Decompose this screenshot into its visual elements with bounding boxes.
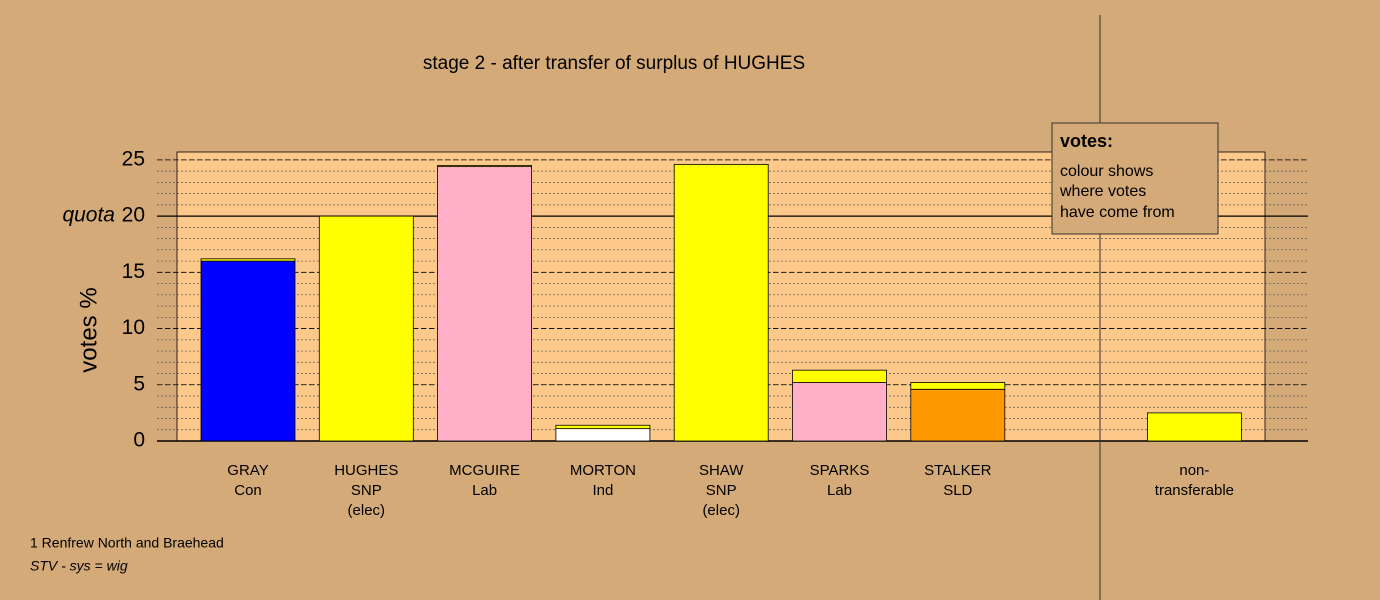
bar-segment bbox=[910, 388, 1006, 442]
note: STV - sys = wig bbox=[30, 558, 128, 574]
y-tick-label: 15 bbox=[122, 260, 145, 283]
info-line: colour shows bbox=[1060, 163, 1153, 180]
y-tick-label: 20 bbox=[122, 204, 145, 227]
x-tick-label: (elec) bbox=[702, 502, 740, 519]
x-tick-label: SHAW bbox=[699, 462, 744, 479]
x-tick-label: Lab bbox=[827, 482, 852, 499]
x-tick-label: GRAY bbox=[227, 462, 268, 479]
bars bbox=[200, 163, 1242, 442]
bar-segment bbox=[437, 166, 533, 442]
x-tick-label: non- bbox=[1179, 462, 1209, 479]
x-tick-label: HUGHES bbox=[334, 462, 398, 479]
x-tick-label: (elec) bbox=[348, 502, 386, 519]
bar-segment bbox=[555, 424, 651, 430]
bar-segment bbox=[555, 428, 651, 442]
x-tick-label: SNP bbox=[351, 482, 382, 499]
x-tick-label: Ind bbox=[592, 482, 613, 499]
bar-segment bbox=[200, 260, 296, 442]
bar-segment bbox=[200, 258, 296, 262]
x-tick-label: SNP bbox=[706, 482, 737, 499]
x-tick-label: MORTON bbox=[570, 462, 636, 479]
x-tick-label: Con bbox=[234, 482, 262, 499]
x-tick-label: STALKER bbox=[924, 462, 991, 479]
quota-label: quota bbox=[62, 204, 115, 227]
bar-segment bbox=[792, 382, 887, 442]
y-axis-label: votes % bbox=[75, 287, 102, 372]
x-tick-label: transferable bbox=[1155, 482, 1234, 499]
y-tick-label: 5 bbox=[133, 372, 145, 395]
info-line: have come from bbox=[1060, 204, 1175, 221]
bar-segment bbox=[437, 165, 533, 168]
y-tick-label: 0 bbox=[133, 429, 145, 452]
info-box bbox=[1051, 122, 1219, 235]
bar-segment bbox=[792, 369, 887, 383]
x-tick-label: MCGUIRE bbox=[449, 462, 520, 479]
bar-segment bbox=[1147, 412, 1242, 442]
info-line: where votes bbox=[1059, 183, 1146, 200]
bar-segment bbox=[910, 382, 1006, 390]
info-title: votes: bbox=[1060, 131, 1113, 151]
chart-title: stage 2 - after transfer of surplus of H… bbox=[423, 53, 805, 74]
x-tick-label: SLD bbox=[943, 482, 972, 499]
bar-segment bbox=[318, 215, 414, 442]
y-tick-label: 25 bbox=[122, 147, 145, 170]
y-tick-label: 10 bbox=[122, 316, 145, 339]
x-tick-label: Lab bbox=[472, 482, 497, 499]
bar-segment bbox=[673, 163, 769, 442]
note: 1 Renfrew North and Braehead bbox=[30, 535, 224, 551]
x-tick-label: SPARKS bbox=[810, 462, 870, 479]
